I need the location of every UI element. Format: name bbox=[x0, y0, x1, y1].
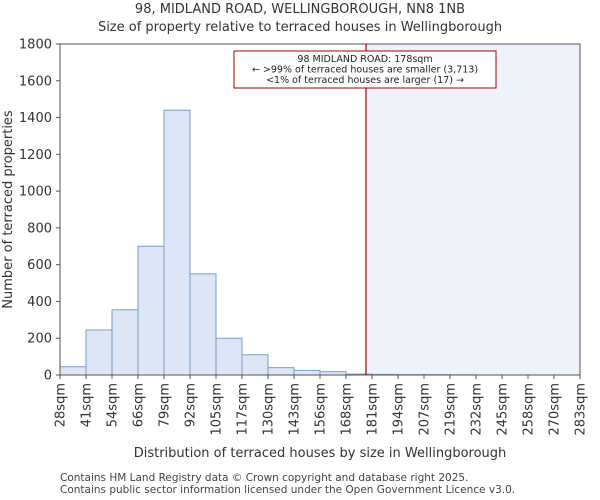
x-tick-label: 66sqm bbox=[132, 383, 147, 427]
x-tick-label: 92sqm bbox=[184, 383, 199, 427]
x-tick-label: 54sqm bbox=[106, 383, 121, 427]
y-tick-label: 800 bbox=[27, 221, 52, 236]
histogram-bar bbox=[215, 337, 243, 376]
y-tick-label: 0 bbox=[44, 369, 52, 384]
chart-title-line-2: Size of property relative to terraced ho… bbox=[97, 20, 503, 35]
x-tick-label: 245sqm bbox=[496, 383, 511, 436]
x-tick-label: 258sqm bbox=[522, 383, 537, 436]
x-tick-label: 143sqm bbox=[288, 383, 303, 436]
x-tick-label: 181sqm bbox=[366, 383, 381, 436]
x-tick-label: 219sqm bbox=[444, 383, 459, 436]
x-tick-label: 194sqm bbox=[392, 383, 407, 436]
x-tick-label: 105sqm bbox=[210, 383, 225, 436]
histogram-bar bbox=[85, 329, 113, 376]
y-tick-label: 600 bbox=[27, 258, 52, 273]
y-tick-label: 1000 bbox=[19, 185, 52, 200]
footer-line-1: Contains HM Land Registry data © Crown c… bbox=[60, 472, 469, 484]
histogram-bar bbox=[111, 309, 139, 376]
x-tick-label: 41sqm bbox=[80, 383, 95, 427]
footer-line-2: Contains public sector information licen… bbox=[60, 484, 516, 496]
x-tick-label: 232sqm bbox=[470, 383, 485, 436]
y-tick-label: 200 bbox=[27, 332, 52, 347]
y-tick-label: 1400 bbox=[19, 111, 52, 126]
histogram-bar bbox=[59, 366, 87, 376]
chart-title-line-1: 98, MIDLAND ROAD, WELLINGBOROUGH, NN8 1N… bbox=[134, 2, 466, 17]
histogram-bar bbox=[293, 369, 321, 376]
histogram-bar bbox=[137, 245, 165, 376]
x-tick-label: 168sqm bbox=[340, 383, 355, 436]
histogram-bar bbox=[241, 354, 269, 376]
y-tick-label: 400 bbox=[27, 295, 52, 310]
x-tick-label: 207sqm bbox=[418, 383, 433, 436]
y-tick-label: 1800 bbox=[19, 38, 52, 53]
x-tick-label: 270sqm bbox=[548, 383, 563, 436]
histogram-bar bbox=[189, 273, 217, 376]
highlight-region bbox=[366, 44, 580, 375]
annotation-box bbox=[233, 50, 497, 89]
x-axis-label: Distribution of terraced houses by size … bbox=[134, 446, 507, 461]
y-tick-label: 1200 bbox=[19, 148, 52, 163]
x-tick-label: 130sqm bbox=[262, 383, 277, 436]
annotation-line: 98 MIDLAND ROAD: 178sqm bbox=[297, 54, 432, 65]
x-tick-label: 117sqm bbox=[236, 383, 251, 436]
x-tick-label: 79sqm bbox=[158, 383, 173, 427]
x-tick-label: 283sqm bbox=[574, 383, 589, 436]
y-tick-label: 1600 bbox=[19, 74, 52, 89]
x-tick-label: 28sqm bbox=[54, 383, 69, 427]
y-axis-label: Number of terraced properties bbox=[1, 110, 16, 309]
histogram-bar bbox=[267, 367, 295, 376]
x-tick-label: 156sqm bbox=[314, 383, 329, 436]
annotation-line: ← >99% of terraced houses are smaller (3… bbox=[252, 65, 478, 76]
histogram-bar bbox=[163, 109, 191, 376]
annotation-line: <1% of terraced houses are larger (17) → bbox=[266, 75, 464, 86]
